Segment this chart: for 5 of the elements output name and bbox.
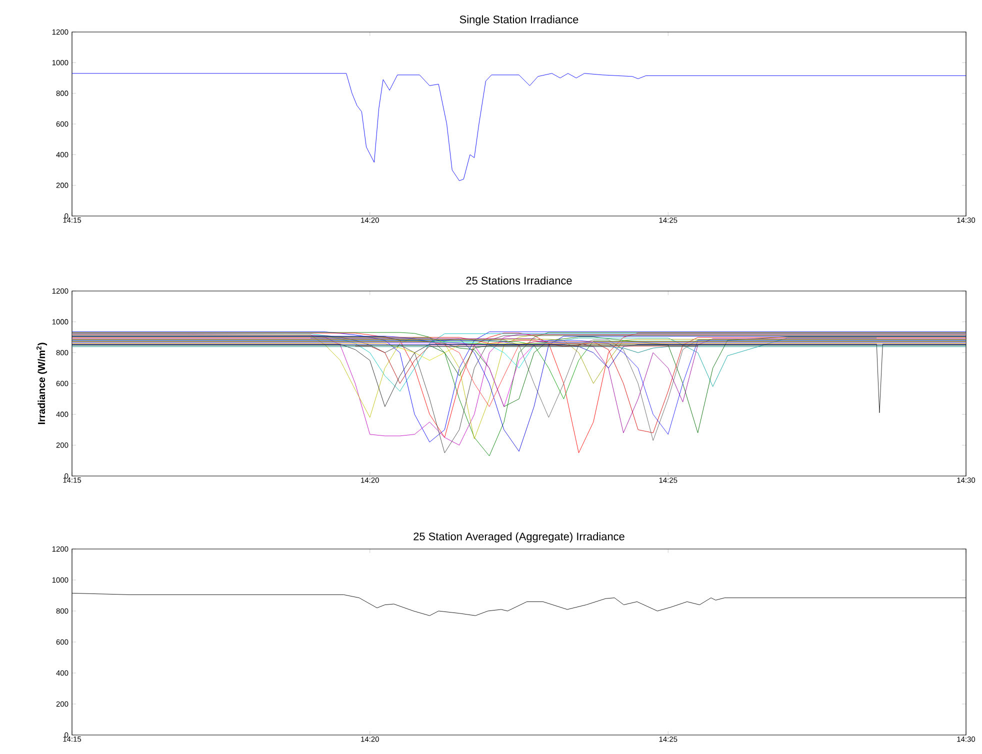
chart-title: 25 Stations Irradiance	[466, 276, 572, 284]
line-series	[72, 73, 966, 181]
chart-title: 25 Station Averaged (Aggregate) Irradiance	[414, 532, 624, 542]
y-axis-title: Irradiance (W/m$^{2}$)	[36, 342, 48, 424]
chart-title: Single Station Irradiance	[460, 15, 578, 26]
